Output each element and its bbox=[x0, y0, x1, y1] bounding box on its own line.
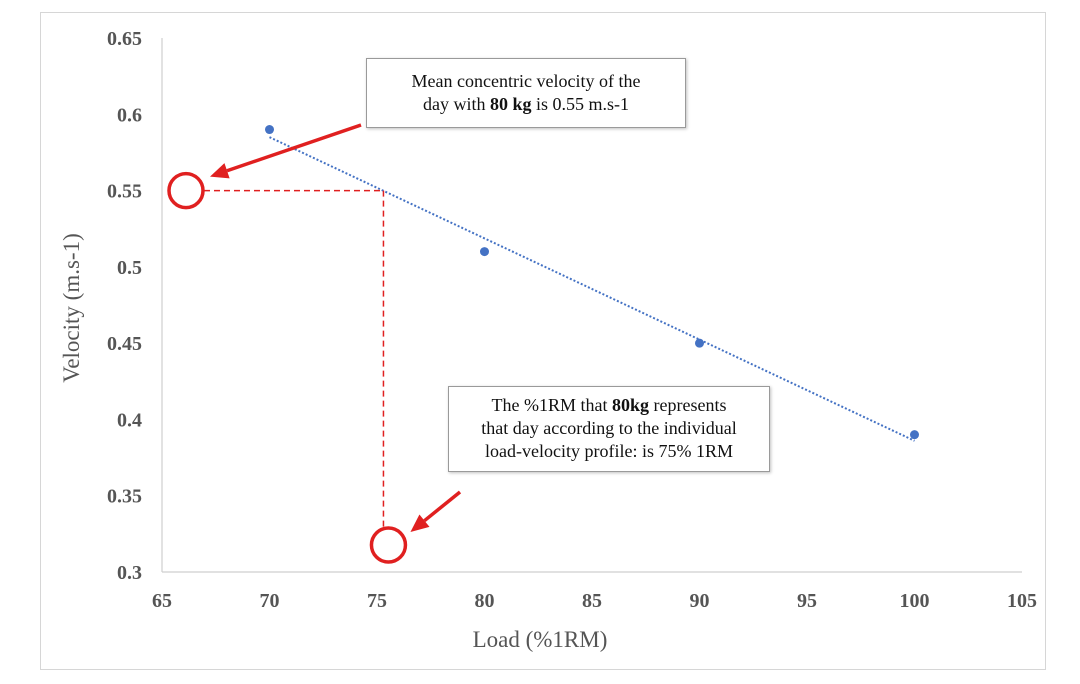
data-point bbox=[910, 430, 919, 440]
load-annotation-box: The %1RM that 80kg represents that day a… bbox=[448, 386, 770, 472]
y-tick-label: 0.35 bbox=[107, 486, 142, 508]
x-tick-label: 75 bbox=[367, 590, 387, 612]
velocity-highlight-circle bbox=[167, 171, 205, 210]
y-axis-label: Velocity (m.s-1) bbox=[59, 233, 84, 382]
x-tick-label: 105 bbox=[1007, 590, 1037, 612]
x-tick-label: 85 bbox=[582, 590, 602, 612]
velocity-arrow-head bbox=[210, 163, 230, 179]
data-point bbox=[480, 247, 489, 257]
data-point bbox=[695, 338, 704, 348]
load-annotation-line2: that day according to the individual bbox=[481, 418, 737, 438]
y-tick-label: 0.55 bbox=[107, 181, 142, 203]
load-annotation-line3: load-velocity profile: is 75% 1RM bbox=[485, 441, 733, 461]
y-tick-label: 0.45 bbox=[107, 333, 142, 355]
velocity-arrow-shaft bbox=[226, 123, 362, 173]
load-annotation-line1: The %1RM that 80kg represents bbox=[491, 395, 727, 415]
x-tick-label: 80 bbox=[475, 590, 495, 612]
x-tick-label: 100 bbox=[900, 590, 930, 612]
y-tick-label: 0.65 bbox=[107, 28, 142, 50]
y-tick-label: 0.4 bbox=[117, 409, 142, 431]
load-arrow-head bbox=[410, 514, 430, 532]
velocity-annotation-line1: Mean concentric velocity of the bbox=[411, 71, 641, 91]
x-tick-label: 65 bbox=[152, 590, 172, 612]
velocity-annotation-box: Mean concentric velocity of the day with… bbox=[366, 58, 686, 128]
load-arrow-shaft bbox=[423, 490, 462, 523]
x-tick-label: 70 bbox=[260, 590, 280, 612]
data-point bbox=[265, 125, 274, 135]
load-highlight-circle bbox=[369, 526, 408, 564]
x-tick-label: 95 bbox=[797, 590, 817, 612]
velocity-annotation-line2: day with 80 kg is 0.55 m.s-1 bbox=[422, 94, 630, 114]
x-tick-label: 90 bbox=[690, 590, 710, 612]
y-tick-label: 0.3 bbox=[117, 562, 142, 584]
trendline bbox=[269, 136, 915, 442]
x-axis-label: Load (%1RM) bbox=[473, 627, 608, 652]
y-tick-label: 0.5 bbox=[117, 257, 142, 279]
y-tick-label: 0.6 bbox=[117, 104, 142, 126]
